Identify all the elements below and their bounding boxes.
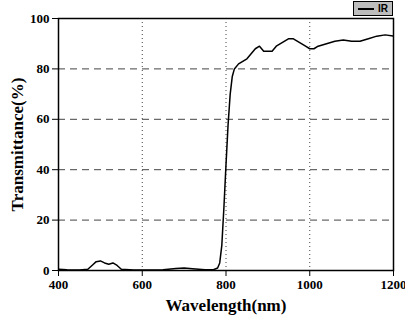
svg-text:0: 0 xyxy=(43,263,50,278)
svg-text:100: 100 xyxy=(30,11,50,26)
svg-text:Transmittance(%): Transmittance(%) xyxy=(8,78,27,212)
svg-text:1200: 1200 xyxy=(381,277,405,292)
svg-text:80: 80 xyxy=(37,61,50,76)
svg-text:400: 400 xyxy=(49,277,69,292)
svg-text:20: 20 xyxy=(37,212,50,227)
svg-text:800: 800 xyxy=(216,277,236,292)
svg-text:40: 40 xyxy=(37,162,50,177)
svg-text:1000: 1000 xyxy=(297,277,323,292)
svg-text:60: 60 xyxy=(37,111,50,126)
svg-text:Wavelength(nm): Wavelength(nm) xyxy=(166,296,287,315)
html-text:IR: IR xyxy=(378,3,388,14)
svg-text:600: 600 xyxy=(133,277,153,292)
